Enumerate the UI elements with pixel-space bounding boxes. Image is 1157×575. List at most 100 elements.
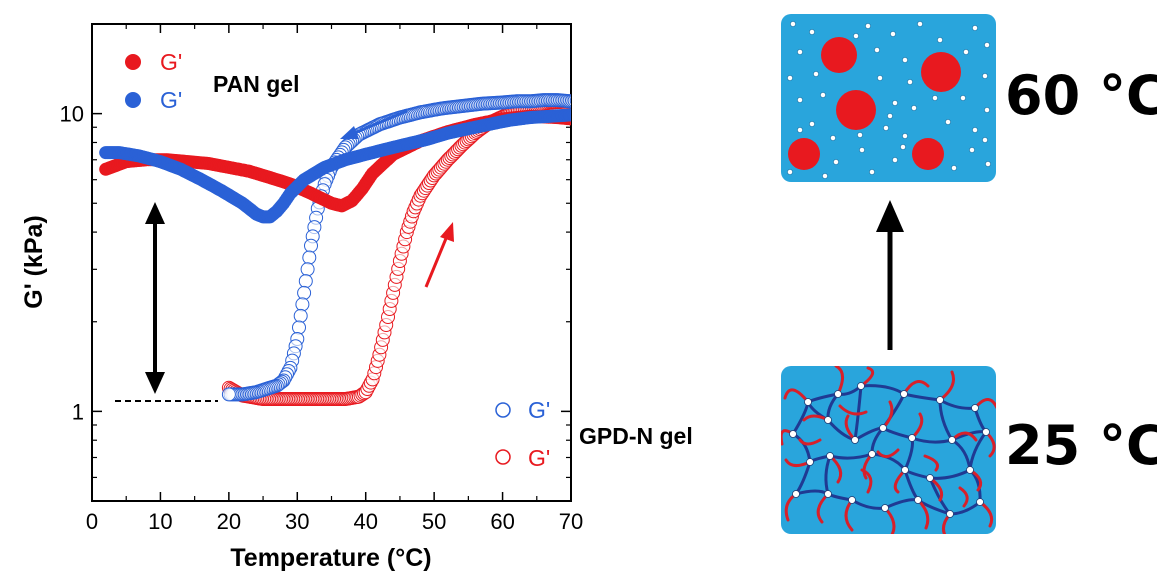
- x-tick-label: 40: [353, 509, 377, 534]
- x-tick-label: 50: [422, 509, 446, 534]
- schematic-25c: [781, 366, 996, 534]
- series-gpd-n-gel-cooling: [221, 93, 571, 402]
- red-domain: [921, 52, 961, 92]
- small-particle: [960, 95, 966, 101]
- x-tick-label: 70: [559, 509, 583, 534]
- network-junction: [848, 496, 856, 504]
- x-tick-label: 0: [86, 509, 98, 534]
- network-junction: [900, 390, 908, 398]
- small-particle: [984, 107, 990, 113]
- small-particle: [787, 169, 793, 175]
- legend-label-pan-red: G': [160, 49, 182, 75]
- small-particle: [907, 79, 913, 85]
- data-point: [99, 146, 113, 160]
- small-particle: [902, 57, 908, 63]
- small-particle: [822, 173, 828, 179]
- small-particle: [809, 121, 815, 127]
- red-chain: [958, 486, 969, 508]
- legend-gpd-n-gel: G' G': [495, 397, 550, 471]
- small-particle: [932, 95, 938, 101]
- small-particle: [902, 133, 908, 139]
- legend-marker-gpd-red: [495, 449, 511, 465]
- polymer-network: [781, 366, 996, 534]
- legend-marker-pan-red: [125, 54, 141, 70]
- small-particle: [809, 29, 815, 35]
- network-junction: [901, 466, 909, 474]
- network-junction: [789, 430, 797, 438]
- network-junction: [946, 510, 954, 518]
- network-junction: [834, 390, 842, 398]
- network-junction: [966, 466, 974, 474]
- small-particle: [787, 75, 793, 81]
- legend-marker-pan-blue: [125, 92, 141, 108]
- small-particles: [787, 21, 991, 179]
- network-junction: [948, 436, 956, 444]
- network-junction: [868, 450, 876, 458]
- network-junction: [806, 458, 814, 466]
- small-particle: [797, 97, 803, 103]
- x-axis-title: Temperature (°C): [230, 544, 431, 572]
- small-particle: [951, 165, 957, 171]
- double-arrow: [145, 202, 165, 394]
- axis-ticks: 0 10 20 30 40 50 60 70 1 10: [60, 24, 583, 534]
- network-junction: [971, 404, 979, 412]
- data-point: [292, 320, 306, 335]
- small-particle: [857, 132, 863, 138]
- data-point: [221, 387, 236, 402]
- modulus-chart: 0 10 20 30 40 50 60 70 1 10 G' G' PAN gel G': [20, 23, 693, 572]
- cooling-arrow: [340, 109, 408, 139]
- transition-arrow: [876, 200, 904, 350]
- small-particle: [887, 113, 893, 119]
- data-point: [293, 308, 308, 323]
- small-particle: [797, 49, 803, 55]
- y-tick-label: 1: [72, 399, 84, 424]
- small-particle: [985, 161, 991, 167]
- small-particle: [937, 37, 943, 43]
- data-point: [300, 262, 315, 277]
- legend-label-gpd-red: G': [528, 445, 550, 471]
- network-junction: [824, 490, 832, 498]
- small-particle: [820, 92, 826, 98]
- x-tick-label: 10: [148, 509, 172, 534]
- small-particle: [982, 73, 988, 79]
- small-particle: [865, 23, 871, 29]
- small-particle: [833, 159, 839, 165]
- data-point: [304, 238, 318, 253]
- data-point: [297, 285, 312, 300]
- red-chain: [876, 448, 900, 458]
- x-tick-label: 20: [217, 509, 241, 534]
- small-particle: [945, 119, 951, 125]
- red-chain: [923, 454, 940, 472]
- small-particle: [911, 105, 917, 111]
- y-tick-label: 10: [60, 102, 84, 127]
- network-junction: [792, 490, 800, 498]
- small-particle: [982, 137, 988, 143]
- series-pan-gel-cooling: [99, 108, 571, 224]
- network-junction: [857, 382, 865, 390]
- red-domain: [912, 138, 944, 170]
- small-particle: [797, 127, 803, 133]
- data-point: [295, 297, 310, 312]
- small-particle: [869, 169, 875, 175]
- small-particle: [892, 100, 898, 106]
- network-junction: [824, 416, 832, 424]
- small-particle: [984, 42, 990, 48]
- small-particle: [917, 21, 923, 27]
- small-particle: [813, 71, 819, 77]
- label-60c: 60 °C: [1005, 64, 1157, 127]
- red-chain: [860, 468, 873, 494]
- small-particle: [972, 127, 978, 133]
- legend-label-gpd-blue: G': [528, 397, 550, 423]
- red-domain: [836, 90, 876, 130]
- network-junction: [914, 496, 922, 504]
- legend-marker-gpd-blue: [495, 402, 511, 418]
- legend-label-pan-blue: G': [160, 87, 182, 113]
- small-particle: [874, 47, 880, 53]
- label-25c: 25 °C: [1005, 414, 1157, 477]
- small-particle: [877, 75, 883, 81]
- network-junction: [976, 498, 984, 506]
- small-particle: [972, 25, 978, 31]
- small-particle: [883, 125, 889, 131]
- x-tick-label: 60: [490, 509, 514, 534]
